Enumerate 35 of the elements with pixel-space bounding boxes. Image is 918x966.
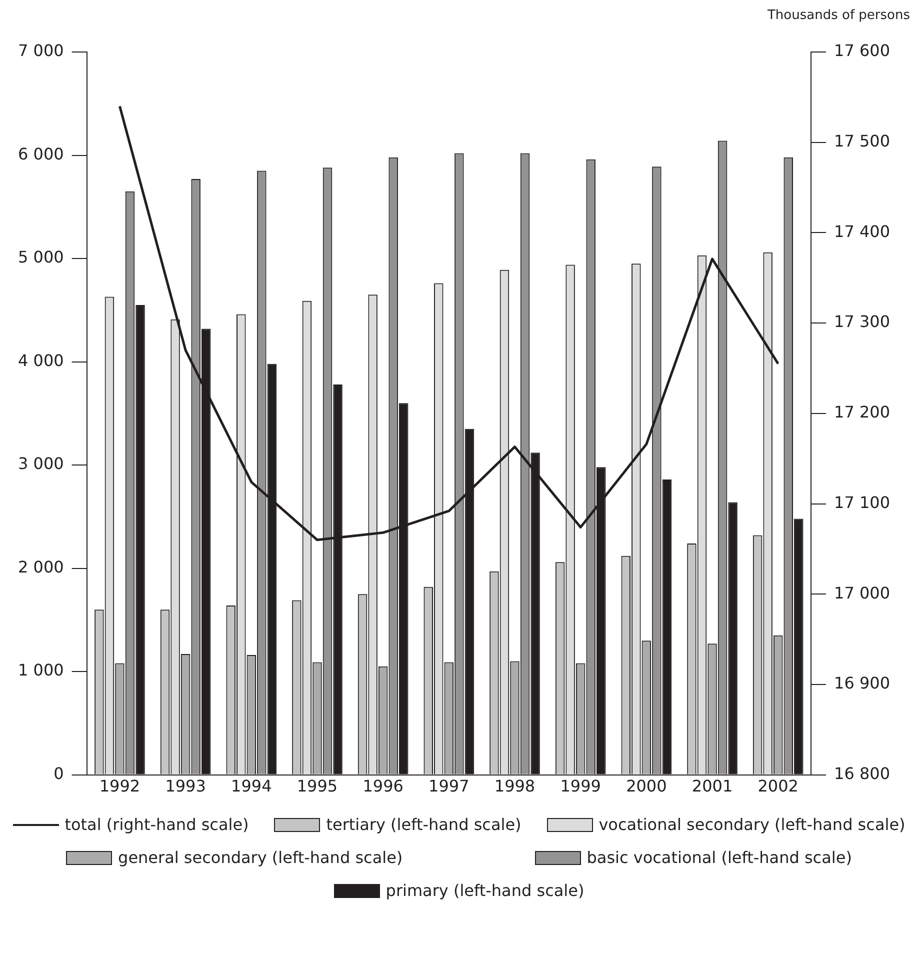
x-tick-label: 1993 <box>165 776 206 796</box>
x-tick-label: 2002 <box>758 776 798 796</box>
x-tick-label: 2000 <box>626 776 667 796</box>
x-tick-label: 1995 <box>296 776 338 796</box>
legend-label: vocational secondary (left-hand scale) <box>598 815 906 834</box>
y-tick-label: 3 000 <box>18 454 64 474</box>
legend-label: general secondary (left-hand scale) <box>118 848 403 867</box>
x-tick-label: 1998 <box>494 776 536 796</box>
y-tick-label: 5 000 <box>18 248 64 267</box>
y-tick-label: 4 000 <box>18 350 64 370</box>
y-tick-label: 0 <box>54 764 64 783</box>
y2-tick-label: 17 400 <box>834 222 890 241</box>
y2-tick-label: 17 600 <box>834 41 890 60</box>
legend-label: total (right-hand scale) <box>64 815 249 834</box>
legend-label: primary (left-hand scale) <box>386 881 584 900</box>
y-tick-label: 6 000 <box>18 144 64 164</box>
y2-tick-label: 17 100 <box>834 492 890 512</box>
y2-tick-label: 17 200 <box>834 402 890 422</box>
x-tick-label: 1999 <box>560 776 601 796</box>
x-tick-label: 1996 <box>362 776 404 796</box>
x-tick-label: 1997 <box>428 776 470 796</box>
y-tick-label: 1 000 <box>18 660 64 680</box>
y2-tick-label: 17 300 <box>834 312 890 332</box>
legend-label: basic vocational (left-hand scale) <box>586 848 852 867</box>
y2-axis-title: Thousands of persons <box>767 8 910 23</box>
y2-tick-label: 16 800 <box>834 764 890 783</box>
y2-tick-label: 17 000 <box>834 583 890 602</box>
x-tick-label: 1992 <box>99 776 140 796</box>
y2-tick-label: 17 500 <box>834 132 890 151</box>
y2-tick-label: 16 900 <box>834 674 890 693</box>
y-tick-label: 7 000 <box>18 41 64 60</box>
x-tick-label: 2001 <box>692 776 733 796</box>
x-tick-label: 1994 <box>231 776 272 796</box>
y-tick-label: 2 000 <box>18 557 64 576</box>
legend-label: tertiary (left-hand scale) <box>326 815 522 834</box>
